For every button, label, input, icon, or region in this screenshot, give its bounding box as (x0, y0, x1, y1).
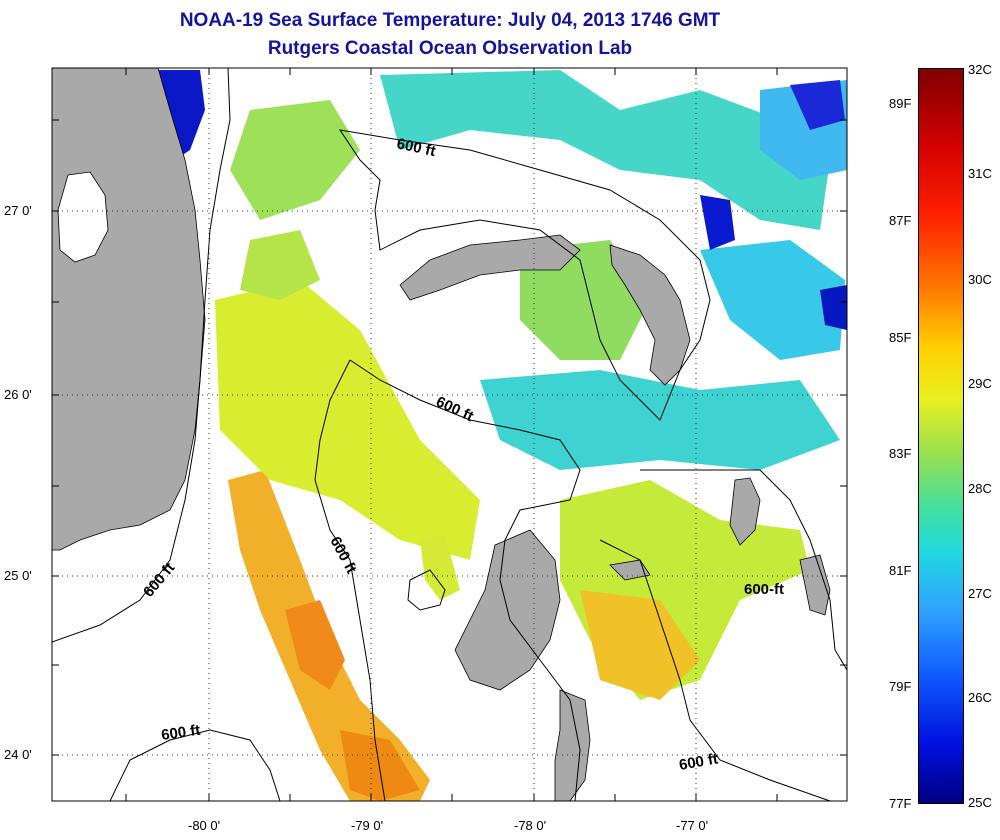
contour-label: 600 ft (678, 750, 720, 774)
great-abaco-island (609, 244, 691, 386)
tick-marks (52, 68, 847, 801)
isobath-east (640, 469, 847, 671)
isobath-north-bahama (338, 129, 711, 421)
colorbar-fahrenheit-label: 85F (889, 330, 912, 345)
gridlines (52, 68, 847, 801)
grand-bahama-island (399, 234, 581, 301)
colorbar-celsius-label: 28C (968, 481, 992, 496)
colorbar-celsius-label: 31C (968, 166, 992, 181)
contour-label: 600-ft (744, 581, 784, 598)
contour-label: 600 ft (160, 722, 201, 744)
sst-patch-green-sw (240, 230, 320, 300)
lake-okeechobee (57, 171, 109, 263)
colorbar-fahrenheit-label: 81F (889, 563, 912, 578)
colorbar-fahrenheit-label: 77F (889, 796, 912, 811)
sst-patch-cold-east (700, 195, 735, 250)
colorbar-celsius-label: 25C (968, 795, 992, 810)
map-frame (51, 67, 848, 802)
sst-patch-cyan-east (700, 240, 845, 360)
sst-patch-cold-ne2 (790, 80, 845, 130)
colorbar-celsius-label: 32C (968, 62, 992, 77)
y-tick-label: 26 0' (4, 387, 32, 402)
y-tick-label: 25 0' (4, 568, 32, 583)
colorbar-fahrenheit-label: 87F (889, 213, 912, 228)
x-tick-label: -80 0' (188, 818, 221, 833)
sst-patch-warm-strip (228, 470, 430, 801)
isobath-contours (52, 68, 847, 801)
sst-data-layer (150, 70, 847, 801)
isobath-southeast (599, 539, 831, 801)
x-tick-label: -78 0' (514, 818, 547, 833)
y-tick-label: 24 0' (4, 747, 32, 762)
colorbar-celsius-label: 30C (968, 272, 992, 287)
isobath-west-tongue (314, 359, 386, 801)
colorbar-celsius-label: 27C (968, 586, 992, 601)
colorbar-fahrenheit-label: 89F (889, 96, 912, 111)
sst-patch-mid-narrow (420, 535, 460, 600)
contour-label: 600 ft (326, 534, 359, 577)
contour-label: 600 ft (140, 560, 178, 601)
x-tick-label: -77 0' (676, 818, 709, 833)
isobath-loop (407, 569, 446, 611)
y-tick-label: 27 0' (4, 203, 32, 218)
sst-patch-cold-far-east (820, 285, 847, 330)
sst-patch-orange-south (580, 590, 700, 700)
colorbar-fahrenheit-label: 79F (889, 679, 912, 694)
temperature-colorbar (918, 68, 964, 804)
eleuthera-island (729, 477, 761, 546)
isobath-southwest (109, 729, 281, 801)
map-area: 600 ft 600 ft 600 ft 600 ft 600-ft 600 f… (52, 68, 847, 801)
contour-label: 600 ft (433, 393, 476, 425)
sst-patch-mid-west (215, 280, 480, 560)
map-title: NOAA-19 Sea Surface Temperature: July 04… (179, 10, 721, 31)
x-tick-label: -79 0' (351, 818, 384, 833)
map-subtitle: Rutgers Coastal Ocean Observation Lab (267, 38, 633, 59)
sst-patch-hot-core (285, 600, 345, 690)
isobath-tongue (349, 359, 581, 801)
sst-patch-cool-north (380, 70, 830, 230)
sst-patch-hot-south (340, 730, 420, 801)
colorbar-celsius-label: 26C (968, 690, 992, 705)
colorbar-celsius-label: 29C (968, 376, 992, 391)
colorbar-fahrenheit-label: 83F (889, 446, 912, 461)
andros-south (554, 689, 591, 801)
new-providence (609, 559, 651, 581)
cat-island (799, 554, 831, 616)
sst-patch-green-north (230, 100, 360, 220)
isobath-florida (52, 68, 231, 643)
